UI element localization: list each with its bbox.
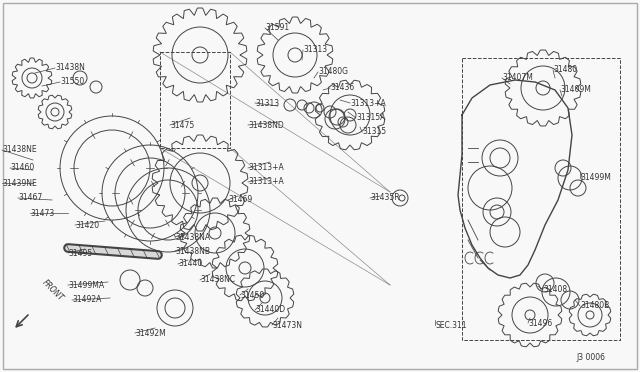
Text: 31436: 31436: [330, 83, 355, 93]
Text: 31460: 31460: [10, 164, 35, 173]
Text: 31492A: 31492A: [72, 295, 101, 305]
Text: 31438NC: 31438NC: [200, 276, 235, 285]
Bar: [462, 58, 620, 340]
Text: 31495: 31495: [68, 248, 92, 257]
Text: 31313: 31313: [303, 45, 327, 55]
Text: 31313+A: 31313+A: [350, 99, 386, 108]
Text: 31467: 31467: [18, 193, 42, 202]
Text: 31492M: 31492M: [135, 328, 166, 337]
Text: 31438ND: 31438ND: [248, 121, 284, 129]
Text: 31475: 31475: [170, 121, 195, 129]
Text: 31473: 31473: [30, 208, 54, 218]
Text: 31435R: 31435R: [370, 193, 399, 202]
Bar: [160, 52, 230, 148]
Text: 31473N: 31473N: [272, 321, 302, 330]
Text: 31480B: 31480B: [580, 301, 609, 311]
Text: 31480: 31480: [553, 65, 577, 74]
Text: 31438NB: 31438NB: [175, 247, 210, 256]
Text: 31440: 31440: [178, 260, 202, 269]
Text: 31450: 31450: [240, 291, 264, 299]
Text: SEC.311: SEC.311: [435, 321, 467, 330]
Text: 31439NE: 31439NE: [2, 179, 36, 187]
Text: 31469: 31469: [228, 196, 252, 205]
Text: 31480G: 31480G: [318, 67, 348, 77]
Text: 31420: 31420: [75, 221, 99, 230]
Text: 31409M: 31409M: [560, 86, 591, 94]
Text: 31313: 31313: [255, 99, 279, 108]
Text: 31499M: 31499M: [580, 173, 611, 183]
Text: 31591: 31591: [265, 23, 289, 32]
Text: 31407M: 31407M: [502, 74, 533, 83]
Text: 31313+A: 31313+A: [248, 164, 284, 173]
Text: 31438N: 31438N: [55, 64, 85, 73]
Text: 31315A: 31315A: [356, 113, 385, 122]
Text: 31438NA: 31438NA: [175, 232, 210, 241]
Text: 31438NE: 31438NE: [2, 145, 36, 154]
Text: 31499MA: 31499MA: [68, 280, 104, 289]
Text: J3 0006: J3 0006: [576, 353, 605, 362]
Text: 31313+A: 31313+A: [248, 177, 284, 186]
Text: 31315: 31315: [362, 128, 386, 137]
Text: 31550: 31550: [60, 77, 84, 87]
Text: 31408: 31408: [543, 285, 567, 295]
Text: FRONT: FRONT: [40, 278, 65, 303]
Text: 31496: 31496: [528, 318, 552, 327]
Text: 31440D: 31440D: [255, 305, 285, 314]
